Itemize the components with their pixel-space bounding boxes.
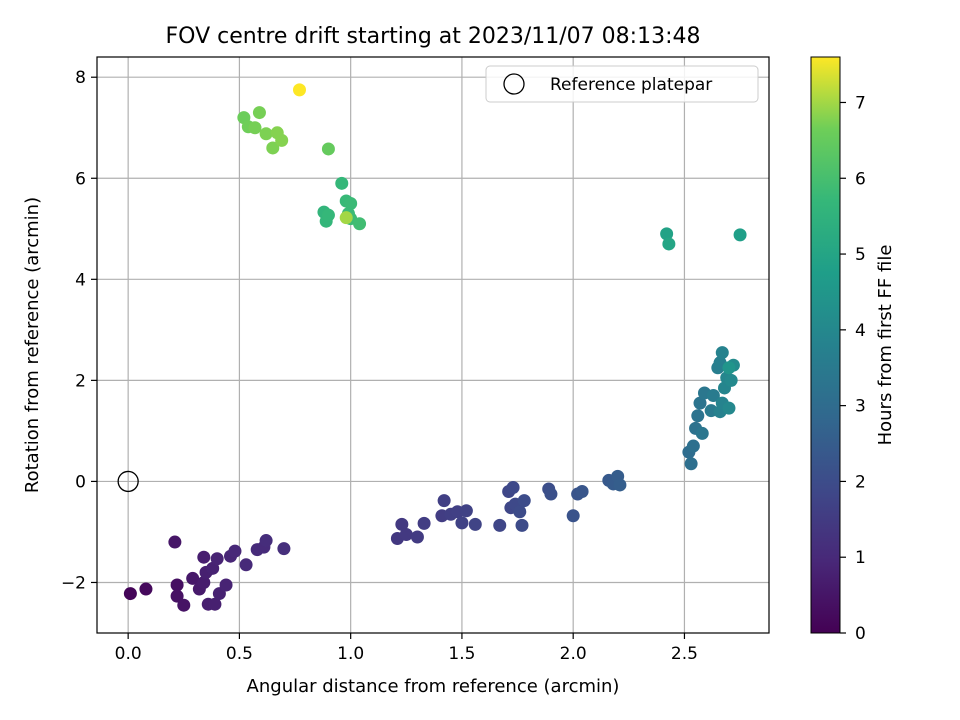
data-point: [321, 208, 335, 222]
data-point: [459, 504, 473, 518]
data-point: [335, 176, 349, 190]
plot-frame: [96, 56, 770, 634]
colorbar-tick-label: 2: [855, 472, 866, 492]
legend-entry-label: Reference platepar: [550, 75, 712, 95]
reference-marker: [117, 470, 139, 493]
data-point: [733, 228, 747, 242]
data-point: [544, 487, 558, 501]
data-point: [515, 518, 529, 532]
y-tick-label: 4: [75, 270, 86, 290]
grid: [97, 57, 769, 633]
x-axis-label: Angular distance from reference (arcmin): [247, 676, 620, 697]
data-point: [513, 505, 527, 519]
data-point: [170, 589, 184, 603]
data-point: [353, 217, 367, 231]
x-tick-label: 1.0: [337, 644, 364, 664]
data-point: [695, 426, 709, 440]
colorbar-tick-label: 1: [855, 548, 866, 568]
colorbar-tick-label: 5: [855, 245, 866, 265]
data-point: [722, 361, 736, 375]
colorbar-ticks: 0 1 2 3 4 5 6 7: [840, 93, 866, 644]
legend-marker-icon: [503, 73, 525, 95]
x-tick-label: 0.0: [115, 644, 142, 664]
x-axis-ticks: 0.0 0.5 1.0 1.5 2.0 2.5: [115, 633, 698, 664]
data-point: [455, 516, 469, 530]
data-point: [724, 373, 738, 387]
colorbar-tick-label: 0: [855, 624, 866, 644]
y-tick-label: 8: [75, 68, 86, 88]
data-point: [139, 582, 153, 596]
data-point: [722, 401, 736, 415]
data-point: [468, 517, 482, 531]
data-point: [168, 535, 182, 549]
data-point: [395, 517, 409, 531]
data-point: [575, 485, 589, 499]
y-axis-label: Rotation from reference (arcmin): [22, 197, 43, 493]
x-tick-label: 2.5: [671, 644, 698, 664]
data-point: [613, 478, 627, 492]
data-point: [693, 396, 707, 410]
data-point: [228, 544, 242, 558]
y-tick-label: −2: [61, 573, 86, 593]
data-point: [506, 480, 520, 494]
data-point: [437, 494, 451, 508]
y-tick-label: 6: [75, 169, 86, 189]
legend-box: [485, 65, 759, 103]
data-point: [239, 558, 253, 572]
data-point: [660, 227, 674, 241]
colorbar-tick-label: 3: [855, 397, 866, 417]
y-tick-label: 0: [75, 472, 86, 492]
data-point: [399, 527, 413, 541]
data-point: [197, 550, 211, 564]
data-point: [170, 578, 184, 592]
data-point: [248, 121, 262, 135]
colorbar-gradient: [810, 56, 841, 634]
data-point: [517, 494, 531, 508]
y-tick-label: 2: [75, 371, 86, 391]
colorbar-tick-label: 4: [855, 321, 866, 341]
data-point: [706, 389, 720, 403]
x-tick-label: 1.5: [448, 644, 475, 664]
data-point: [321, 142, 335, 156]
data-point: [691, 409, 705, 423]
data-point: [715, 346, 729, 360]
x-tick-label: 0.5: [226, 644, 253, 664]
data-point: [259, 534, 273, 548]
data-point: [686, 439, 700, 453]
data-point: [339, 211, 353, 225]
data-point: [210, 552, 224, 566]
data-point: [259, 127, 273, 141]
data-point: [662, 237, 676, 251]
data-point: [219, 578, 233, 592]
colorbar-label: Hours from first FF file: [875, 245, 896, 446]
data-point: [186, 571, 200, 585]
data-point: [344, 197, 358, 211]
colorbar-tick-label: 6: [855, 169, 866, 189]
colorbar: 0 1 2 3 4 5 6 7 Hours from first FF file: [810, 56, 896, 644]
x-tick-label: 2.0: [560, 644, 587, 664]
data-point: [292, 83, 306, 97]
data-point: [410, 530, 424, 544]
y-axis-ticks: −2 0 2 4 6 8: [61, 68, 97, 593]
data-point: [566, 509, 580, 523]
data-point: [417, 516, 431, 530]
data-point: [208, 597, 222, 611]
data-point: [252, 106, 266, 120]
data-point: [123, 587, 137, 601]
data-points: [123, 83, 747, 612]
data-point: [275, 133, 289, 147]
reference-layer: [117, 470, 139, 493]
legend: Reference platepar: [485, 65, 759, 103]
data-point: [493, 518, 507, 532]
colorbar-tick-label: 7: [855, 93, 866, 113]
data-point: [177, 598, 191, 612]
data-point: [277, 542, 291, 556]
data-point: [266, 141, 280, 155]
data-point: [684, 457, 698, 471]
data-point: [197, 575, 211, 589]
chart-title: FOV centre drift starting at 2023/11/07 …: [166, 24, 701, 49]
